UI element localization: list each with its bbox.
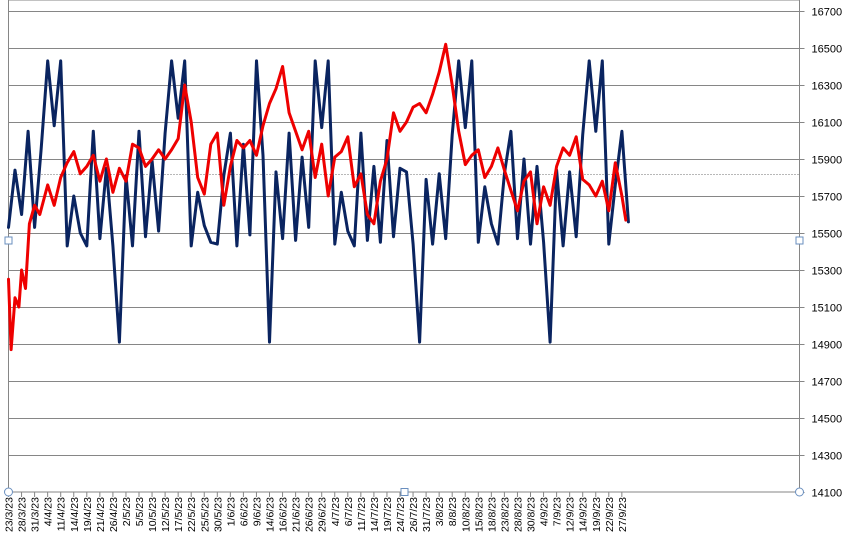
x-tick-label: 23/3/23: [4, 497, 16, 532]
x-tick-label: 14/9/23: [578, 497, 590, 532]
x-tick-label: 4/7/23: [330, 497, 342, 526]
x-tick-label: 23/8/23: [499, 497, 511, 532]
x-tick-label: 4/9/23: [539, 497, 551, 526]
x-tick-label: 19/9/23: [591, 497, 603, 532]
x-tick-label: 30/8/23: [526, 497, 538, 532]
x-axis: 23/3/23 28/3/23 31/3/23 4/4/23 11/4/23 14/4/2…: [4, 492, 629, 532]
x-tick-label: 25/5/23: [199, 497, 211, 532]
x-tick-label: 26/7/23: [408, 497, 420, 532]
gridlines: [8, 11, 800, 456]
y-tick-label: 16100: [812, 118, 843, 130]
x-tick-label: 5/5/23: [134, 497, 146, 526]
x-tick-label: 16/6/23: [278, 497, 290, 532]
x-tick-label: 31/3/23: [30, 497, 42, 532]
resize-handle-bottom-middle[interactable]: [400, 488, 409, 496]
selection-handles[interactable]: [4, 236, 804, 497]
x-tick-label: 12/5/23: [160, 497, 172, 532]
x-tick-label: 9/6/23: [251, 497, 263, 526]
x-tick-label: 29/6/23: [317, 497, 329, 532]
resize-handle-bottom-right[interactable]: [795, 487, 804, 497]
resize-handle-right-middle[interactable]: [795, 236, 804, 245]
x-tick-label: 31/7/23: [421, 497, 433, 532]
series-line-1: [7, 59, 630, 344]
x-tick-label: 14/6/23: [265, 497, 277, 532]
x-tick-label: 10/8/23: [460, 497, 472, 532]
y-tick-label: 15900: [812, 155, 843, 167]
x-tick-label: 26/6/23: [304, 497, 316, 532]
x-tick-label: 17/5/23: [173, 497, 185, 532]
y-tick-label: 15300: [812, 266, 843, 278]
x-tick-label: 8/8/23: [447, 497, 459, 526]
y-tick-label: 14500: [812, 414, 843, 426]
y-tick-label: 14300: [812, 451, 843, 463]
y-tick-label: 15500: [812, 229, 843, 241]
x-tick-label: 19/4/23: [82, 497, 94, 532]
x-tick-label: 11/4/23: [56, 497, 68, 531]
x-tick-label: 28/8/23: [512, 497, 524, 532]
series-group: [7, 42, 630, 352]
x-tick-label: 30/5/23: [212, 497, 224, 532]
y-tick-label: 15100: [812, 303, 843, 315]
x-tick-label: 12/9/23: [565, 497, 577, 532]
x-tick-label: 22/9/23: [604, 497, 616, 532]
y-tick-label: 14900: [812, 340, 843, 352]
y-tick-label: 15700: [812, 192, 843, 204]
x-tick-label: 19/7/23: [382, 497, 394, 532]
series-line-2: [7, 42, 628, 352]
y-tick-label: 14100: [812, 488, 843, 500]
y-tick-label: 16300: [812, 81, 843, 93]
y-tick-label: 16700: [812, 7, 843, 19]
x-tick-label: 24/7/23: [395, 497, 407, 532]
y-axis: 14100 14300 14500 14700 14900 15100 15300 15500…: [799, 7, 843, 500]
x-tick-label: 11/7/23: [356, 497, 368, 531]
x-tick-label: 14/4/23: [69, 497, 81, 532]
x-tick-label: 18/8/23: [486, 497, 498, 532]
x-tick-label: 10/5/23: [147, 497, 159, 532]
x-tick-label: 4/4/23: [43, 497, 55, 526]
x-tick-label: 21/4/23: [95, 497, 107, 532]
x-tick-label: 22/5/23: [186, 497, 198, 532]
chart-frame: [8, 0, 800, 493]
x-tick-label: 21/6/23: [291, 497, 303, 532]
x-tick-label: 15/8/23: [473, 497, 485, 532]
resize-handle-bottom-left[interactable]: [4, 487, 13, 497]
x-tick-label: 6/7/23: [343, 497, 355, 526]
x-tick-label: 3/8/23: [434, 497, 446, 526]
x-tick-label: 28/3/23: [17, 497, 29, 532]
x-tick-label: 27/9/23: [617, 497, 629, 532]
x-tick-label: 2/5/23: [121, 497, 133, 526]
x-tick-label: 7/9/23: [552, 497, 564, 526]
x-tick-label: 14/7/23: [369, 497, 381, 532]
x-tick-label: 6/6/23: [238, 497, 250, 526]
y-tick-label: 16500: [812, 44, 843, 56]
resize-handle-left-middle[interactable]: [4, 236, 13, 245]
x-tick-label: 26/4/23: [108, 497, 120, 532]
x-tick-label: 1/6/23: [225, 497, 237, 526]
y-tick-label: 14700: [812, 377, 843, 389]
